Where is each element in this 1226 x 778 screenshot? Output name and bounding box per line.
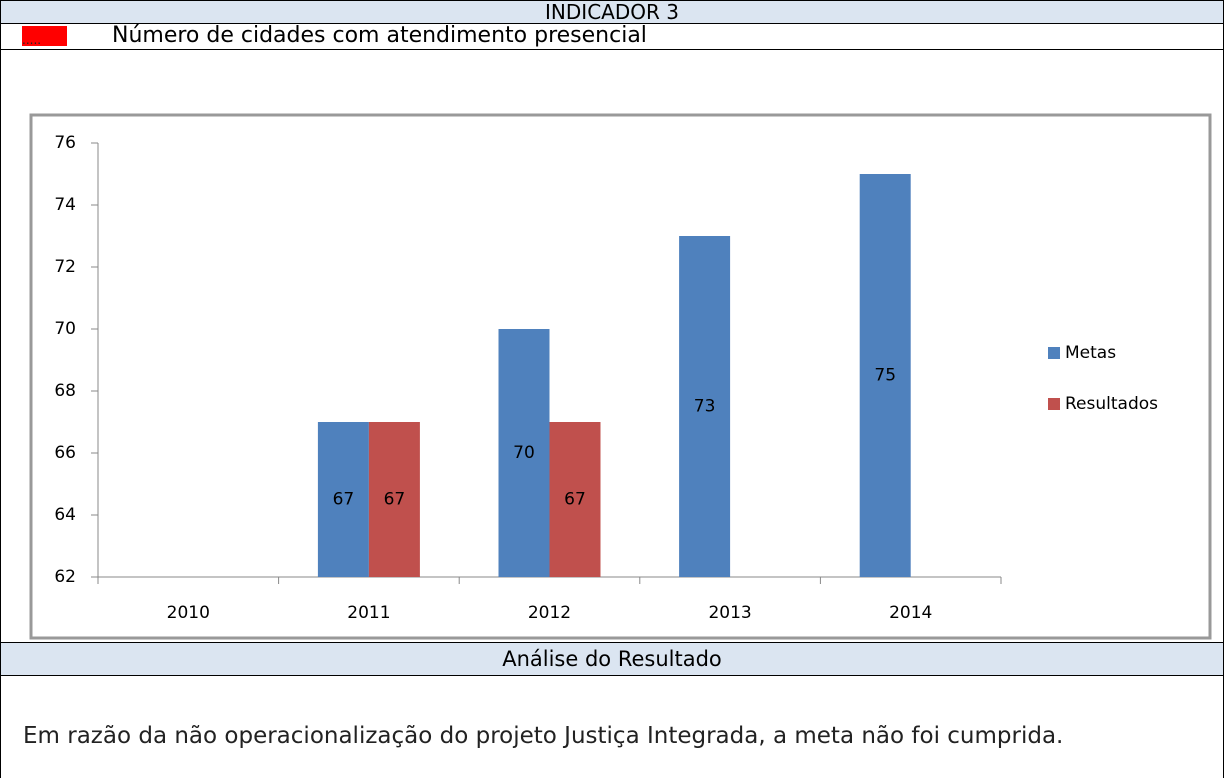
x-tick-label: 2012 xyxy=(528,603,571,623)
analysis-text-row: Em razão da não operacionalização do pro… xyxy=(0,676,1224,778)
bar xyxy=(317,422,369,577)
bar xyxy=(679,236,731,577)
data-label: 67 xyxy=(564,490,586,510)
legend-label: Metas xyxy=(1065,343,1116,363)
analysis-title: Análise do Resultado xyxy=(0,642,1224,676)
x-tick-label: 2013 xyxy=(708,603,751,623)
y-tick-label: 64 xyxy=(54,505,76,525)
legend-swatch xyxy=(1048,347,1060,359)
x-tick-label: 2014 xyxy=(889,603,932,623)
data-label: 67 xyxy=(384,490,406,510)
bar xyxy=(549,422,601,577)
chart-row: 62 64 66 68 70 72 74 76 2010 2011 67 67 2012 70 67 2013… xyxy=(0,50,1224,642)
bar xyxy=(368,422,420,577)
chart-frame xyxy=(29,113,1212,640)
legend-label: Resultados xyxy=(1065,394,1158,414)
data-label: 67 xyxy=(333,490,355,510)
bar xyxy=(498,329,550,577)
subtitle-row: ..... Número de cidades com atendimento … xyxy=(0,24,1224,50)
bar xyxy=(859,174,911,577)
y-tick-label: 62 xyxy=(54,567,76,587)
x-tick-label: 2010 xyxy=(167,603,210,623)
y-tick-label: 76 xyxy=(54,133,76,153)
y-tick-label: 68 xyxy=(54,381,76,401)
legend-swatch xyxy=(1048,398,1060,410)
y-tick-label: 70 xyxy=(54,319,76,339)
analysis-text: Em razão da não operacionalização do pro… xyxy=(23,723,1064,749)
y-tick-label: 74 xyxy=(54,195,76,215)
y-tick-label: 72 xyxy=(54,257,76,277)
data-label: 75 xyxy=(874,366,896,386)
data-label: 73 xyxy=(694,397,716,417)
subtitle: Número de cidades com atendimento presen… xyxy=(112,23,647,48)
indicator-title: INDICADOR 3 xyxy=(0,0,1224,24)
data-label: 70 xyxy=(513,443,535,463)
chart: 62 64 66 68 70 72 74 76 2010 2011 67 67 2012 70 67 2013… xyxy=(29,113,1212,640)
x-tick-label: 2011 xyxy=(347,603,390,623)
marker: ..... xyxy=(22,26,67,47)
y-tick-label: 66 xyxy=(54,443,76,463)
